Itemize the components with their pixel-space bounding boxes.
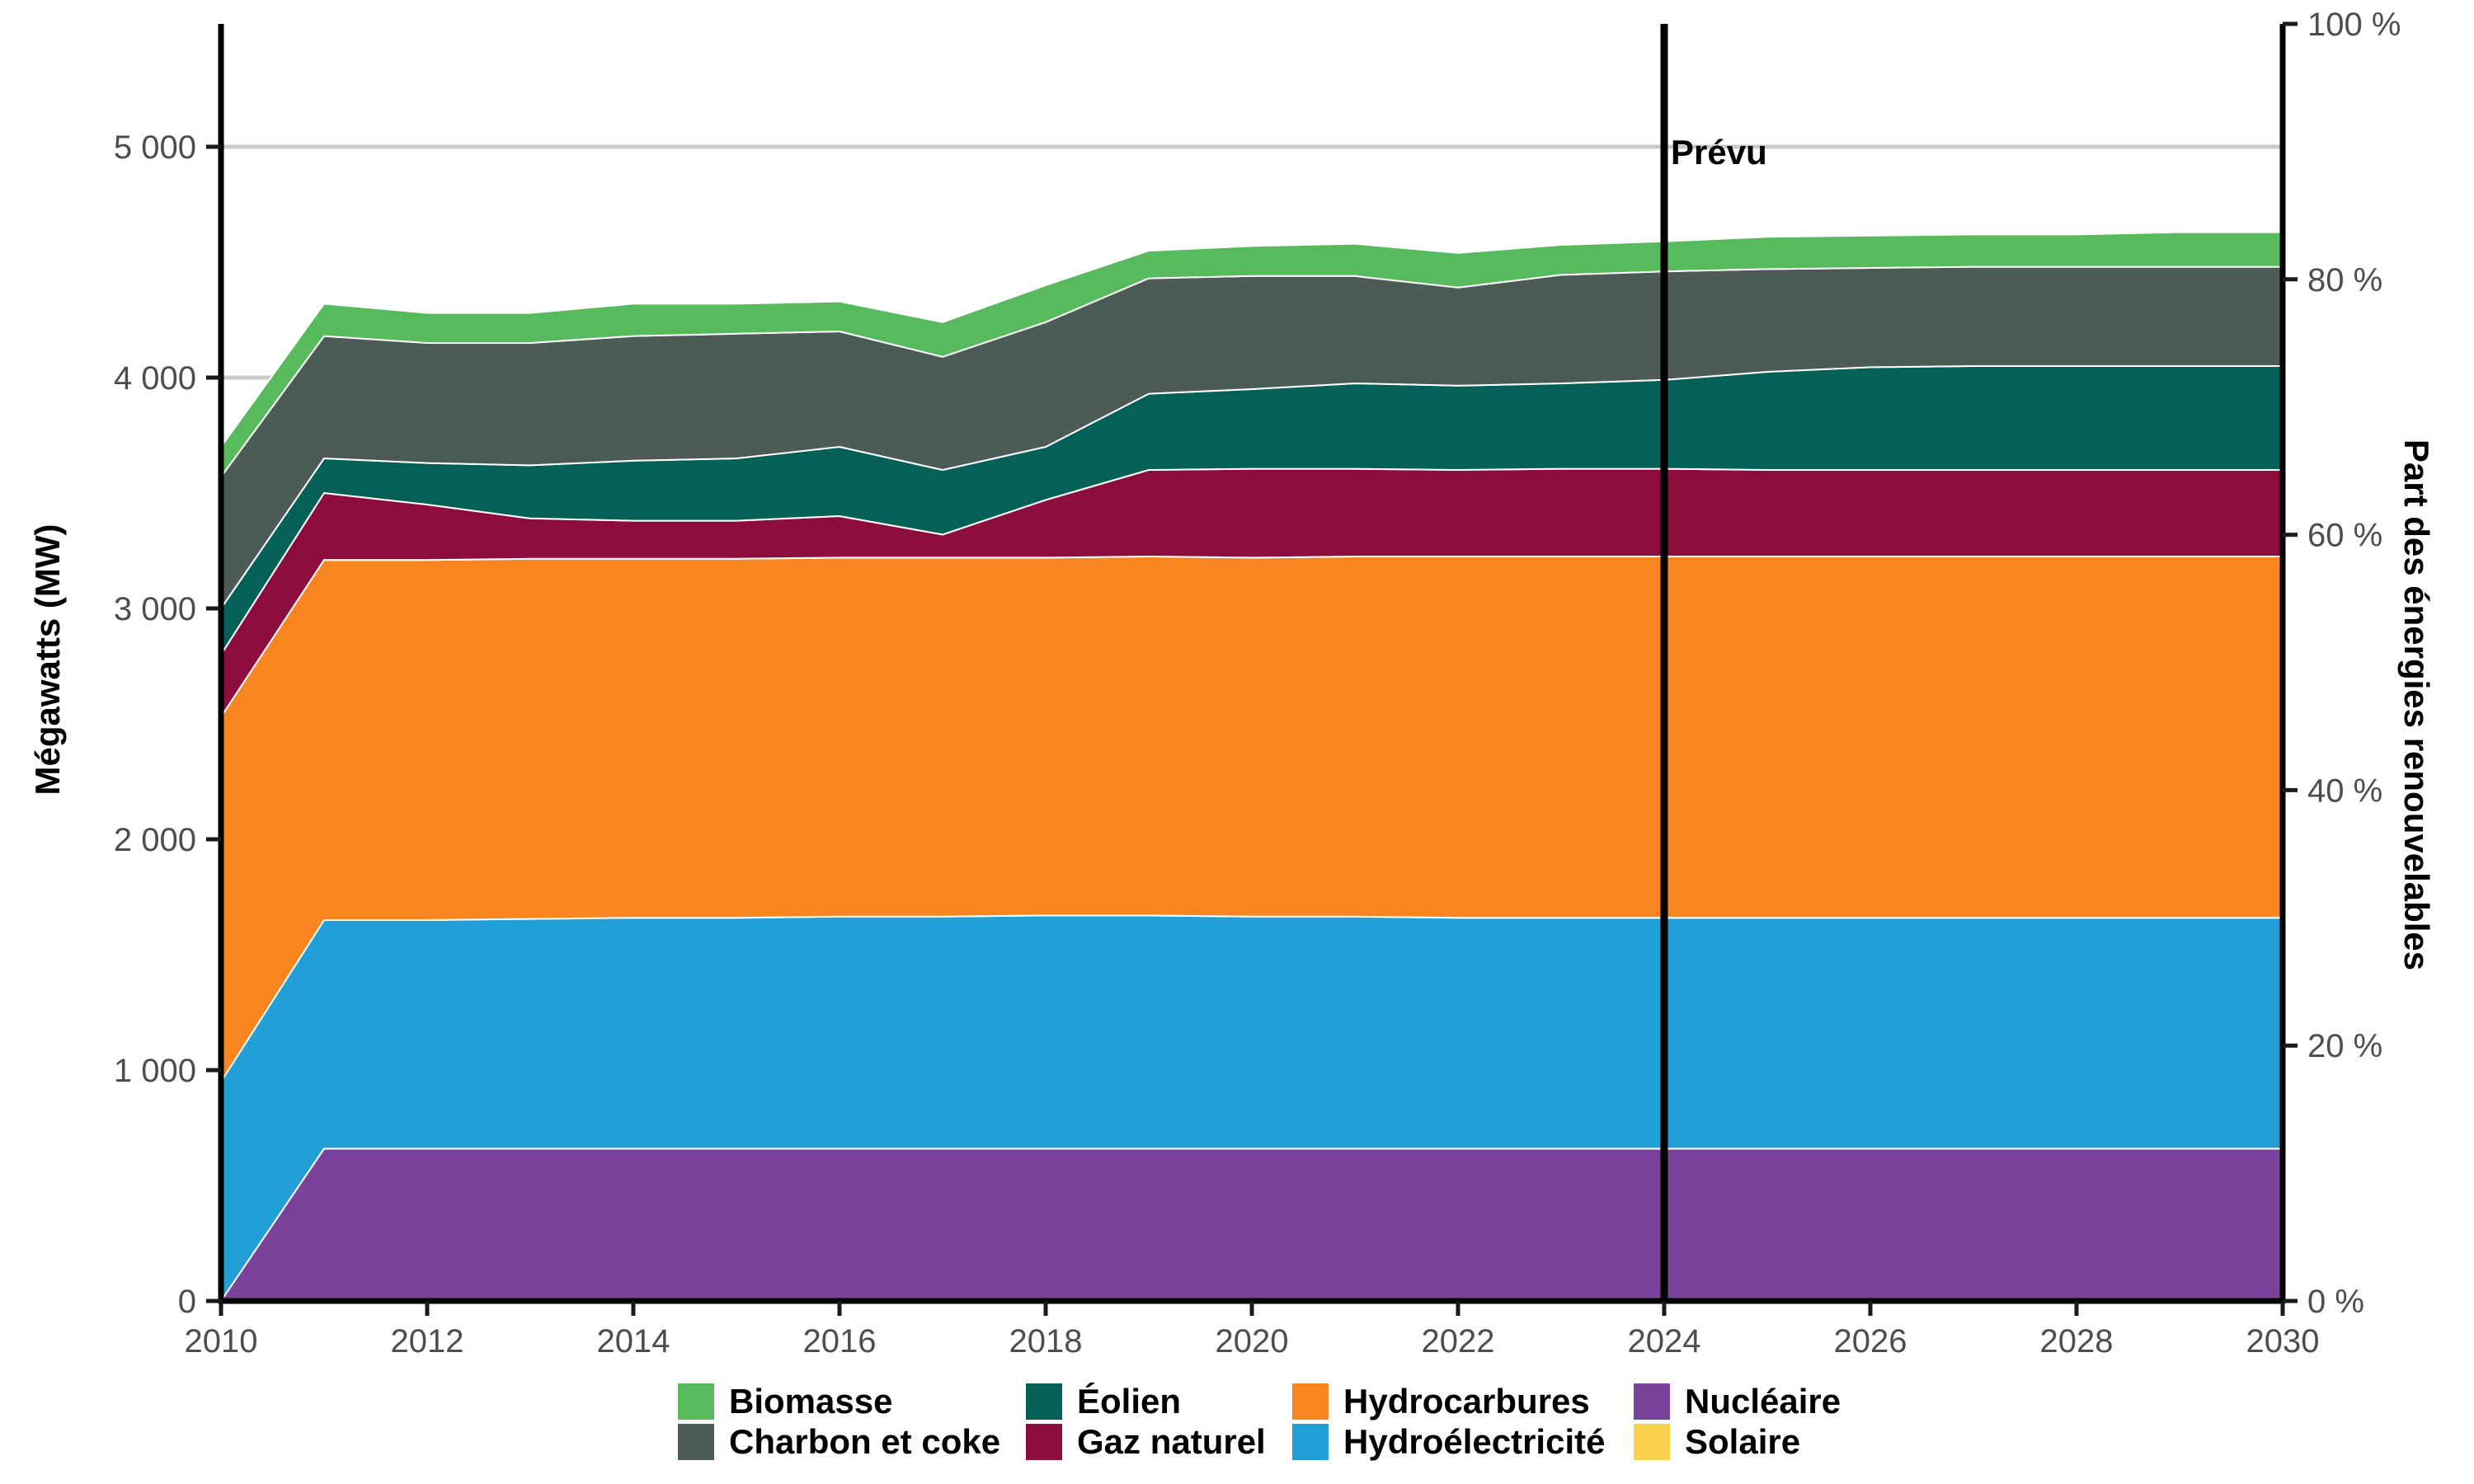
left-y-axis-ticks: 0 1 000 2 000 3 000 4 000 5 000 (114, 129, 221, 1320)
right-tick-label: 0 % (2307, 1284, 2364, 1320)
x-axis-ticks: 2010 2012 2014 2016 2018 2020 2022 2024 2026 2028… (185, 1301, 2320, 1360)
area-nucleaire (220, 1148, 2284, 1302)
x-tick-label: 2028 (2040, 1323, 2114, 1360)
left-tick-label: 1 000 (114, 1053, 196, 1089)
right-tick-label: 40 % (2307, 773, 2382, 809)
left-axis-title: Mégawatts (MW) (28, 524, 67, 796)
x-tick-label: 2024 (1628, 1323, 1701, 1360)
x-tick-label: 2018 (1009, 1323, 1083, 1360)
left-tick-label: 4 000 (114, 360, 196, 397)
right-y-axis-ticks: 0 % 20 % 40 % 60 % 80 % 100 % (2283, 7, 2401, 1320)
right-tick-label: 80 % (2307, 262, 2382, 298)
left-tick-label: 0 (178, 1284, 196, 1320)
x-tick-label: 2016 (803, 1323, 877, 1360)
forecast-annotation-label: Prévu (1671, 133, 1767, 171)
x-tick-label: 2020 (1216, 1323, 1289, 1360)
left-tick-label: 5 000 (114, 129, 196, 166)
stacked-areas (220, 231, 2284, 1302)
right-tick-label: 20 % (2307, 1028, 2382, 1064)
x-tick-label: 2014 (597, 1323, 670, 1360)
x-tick-label: 2010 (185, 1323, 258, 1360)
right-tick-label: 100 % (2307, 7, 2401, 43)
left-tick-label: 3 000 (114, 591, 196, 627)
right-tick-label: 60 % (2307, 518, 2382, 554)
x-tick-label: 2026 (1834, 1323, 1907, 1360)
right-axis-title: Part des énergies renouvelables (2397, 439, 2436, 971)
left-tick-label: 2 000 (114, 822, 196, 858)
x-tick-label: 2030 (2246, 1323, 2320, 1360)
x-tick-label: 2022 (1422, 1323, 1495, 1360)
x-tick-label: 2012 (391, 1323, 464, 1360)
